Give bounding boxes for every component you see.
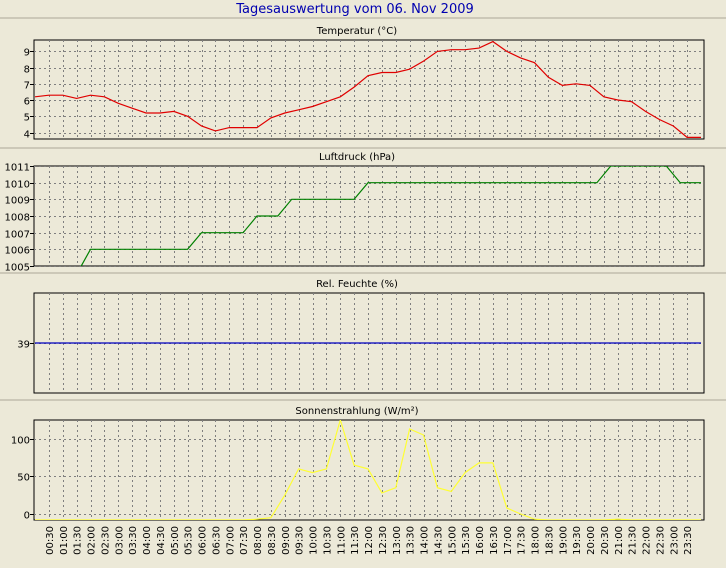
x-tick-label: 07:00 xyxy=(225,526,236,555)
x-tick-label: 06:30 xyxy=(211,526,222,555)
x-tick-label: 12:00 xyxy=(364,526,375,555)
x-tick-label: 00:30 xyxy=(45,526,56,555)
x-tick-label: 09:30 xyxy=(295,526,306,555)
x-tick-label: 13:30 xyxy=(406,526,417,555)
x-tick-label: 05:00 xyxy=(170,526,181,555)
x-tick-label: 08:00 xyxy=(253,526,264,555)
pressure-panel: 1005 1006 1007 1008 1009 1010 1011 Luftdruck (h… xyxy=(5,152,705,274)
x-tick-label: 11:00 xyxy=(336,526,347,555)
temperature-title: Temperatur (°C) xyxy=(316,26,397,37)
x-tick-label: 03:00 xyxy=(114,526,125,555)
pressure-ytick-label: 1009 xyxy=(5,196,30,207)
solar-series-line xyxy=(35,420,701,520)
solar-ytick-label: 50 xyxy=(17,473,30,484)
solar-title: Sonnenstrahlung (W/m²) xyxy=(295,406,418,417)
solar-ytick-label: 100 xyxy=(11,436,30,447)
x-tick-label: 19:30 xyxy=(572,526,583,555)
temperature-ytick-label: 7 xyxy=(24,81,30,92)
x-tick-label: 18:00 xyxy=(531,526,542,555)
temperature-ytick-label: 9 xyxy=(24,48,30,59)
x-tick-label: 16:30 xyxy=(489,526,500,555)
pressure-title: Luftdruck (hPa) xyxy=(319,152,395,163)
x-tick-label: 04:30 xyxy=(156,526,167,555)
x-tick-label: 14:00 xyxy=(420,526,431,555)
x-tick-label: 22:00 xyxy=(642,526,653,555)
x-tick-label: 12:30 xyxy=(378,526,389,555)
x-tick-label: 21:30 xyxy=(628,526,639,555)
x-tick-label: 13:00 xyxy=(392,526,403,555)
x-tick-label: 23:00 xyxy=(669,526,680,555)
x-tick-label: 14:30 xyxy=(433,526,444,555)
x-tick-label: 17:00 xyxy=(503,526,514,555)
pressure-ytick-label: 1006 xyxy=(5,246,30,257)
x-tick-label: 07:30 xyxy=(239,526,250,555)
humidity-ytick-label: 39 xyxy=(17,340,30,351)
temperature-ytick-label: 6 xyxy=(24,97,30,108)
x-tick-label: 16:00 xyxy=(475,526,486,555)
x-tick-label: 10:30 xyxy=(322,526,333,555)
x-tick-label: 03:30 xyxy=(128,526,139,555)
x-tick-label: 06:00 xyxy=(198,526,209,555)
x-tick-label: 22:30 xyxy=(655,526,666,555)
x-tick-label: 23:30 xyxy=(683,526,694,555)
x-tick-label: 20:00 xyxy=(586,526,597,555)
x-tick-label: 10:00 xyxy=(309,526,320,555)
temperature-ytick-label: 5 xyxy=(24,113,30,124)
x-tick-label: 01:30 xyxy=(73,526,84,555)
x-tick-label: 08:30 xyxy=(267,526,278,555)
x-tick-label: 04:00 xyxy=(142,526,153,555)
solar-panel: 0 50 100 Sonnenstrahlung (W/m²) xyxy=(11,406,705,522)
pressure-ytick-label: 1005 xyxy=(5,263,30,274)
x-tick-label: 11:30 xyxy=(350,526,361,555)
pressure-ytick-label: 1010 xyxy=(5,180,30,191)
x-tick-label: 17:30 xyxy=(517,526,528,555)
pressure-ytick-label: 1011 xyxy=(5,163,30,174)
x-tick-label: 02:00 xyxy=(87,526,98,555)
temperature-series-line xyxy=(34,40,701,138)
x-tick-label: 05:30 xyxy=(184,526,195,555)
humidity-title: Rel. Feuchte (%) xyxy=(316,279,398,290)
x-tick-label: 09:00 xyxy=(281,526,292,555)
x-tick-label: 19:00 xyxy=(558,526,569,555)
pressure-ytick-label: 1008 xyxy=(5,213,30,224)
page-title: Tagesauswertung vom 06. Nov 2009 xyxy=(235,2,474,17)
x-tick-label: 15:30 xyxy=(461,526,472,555)
temperature-ytick-label: 8 xyxy=(24,65,30,76)
pressure-series-line xyxy=(80,166,701,266)
solar-ytick-label: 0 xyxy=(24,511,30,522)
pressure-ytick-label: 1007 xyxy=(5,230,30,241)
x-tick-label: 20:30 xyxy=(600,526,611,555)
temperature-ytick-label: 4 xyxy=(24,130,30,141)
temperature-plot-area xyxy=(33,39,705,140)
humidity-panel: 39 Rel. Feuchte (%) xyxy=(17,279,705,394)
x-tick-label: 15:00 xyxy=(447,526,458,555)
x-tick-label: 02:30 xyxy=(100,526,111,555)
x-tick-label: 21:00 xyxy=(614,526,625,555)
temperature-panel: 4 5 6 7 8 9 Temperatur (°C) xyxy=(24,26,705,141)
x-tick-label: 18:30 xyxy=(544,526,555,555)
x-tick-label: 01:00 xyxy=(59,526,70,555)
time-axis: 00:30 01:00 01:30 02:00 02:30 03:00 03:30 04:00… xyxy=(45,526,694,555)
